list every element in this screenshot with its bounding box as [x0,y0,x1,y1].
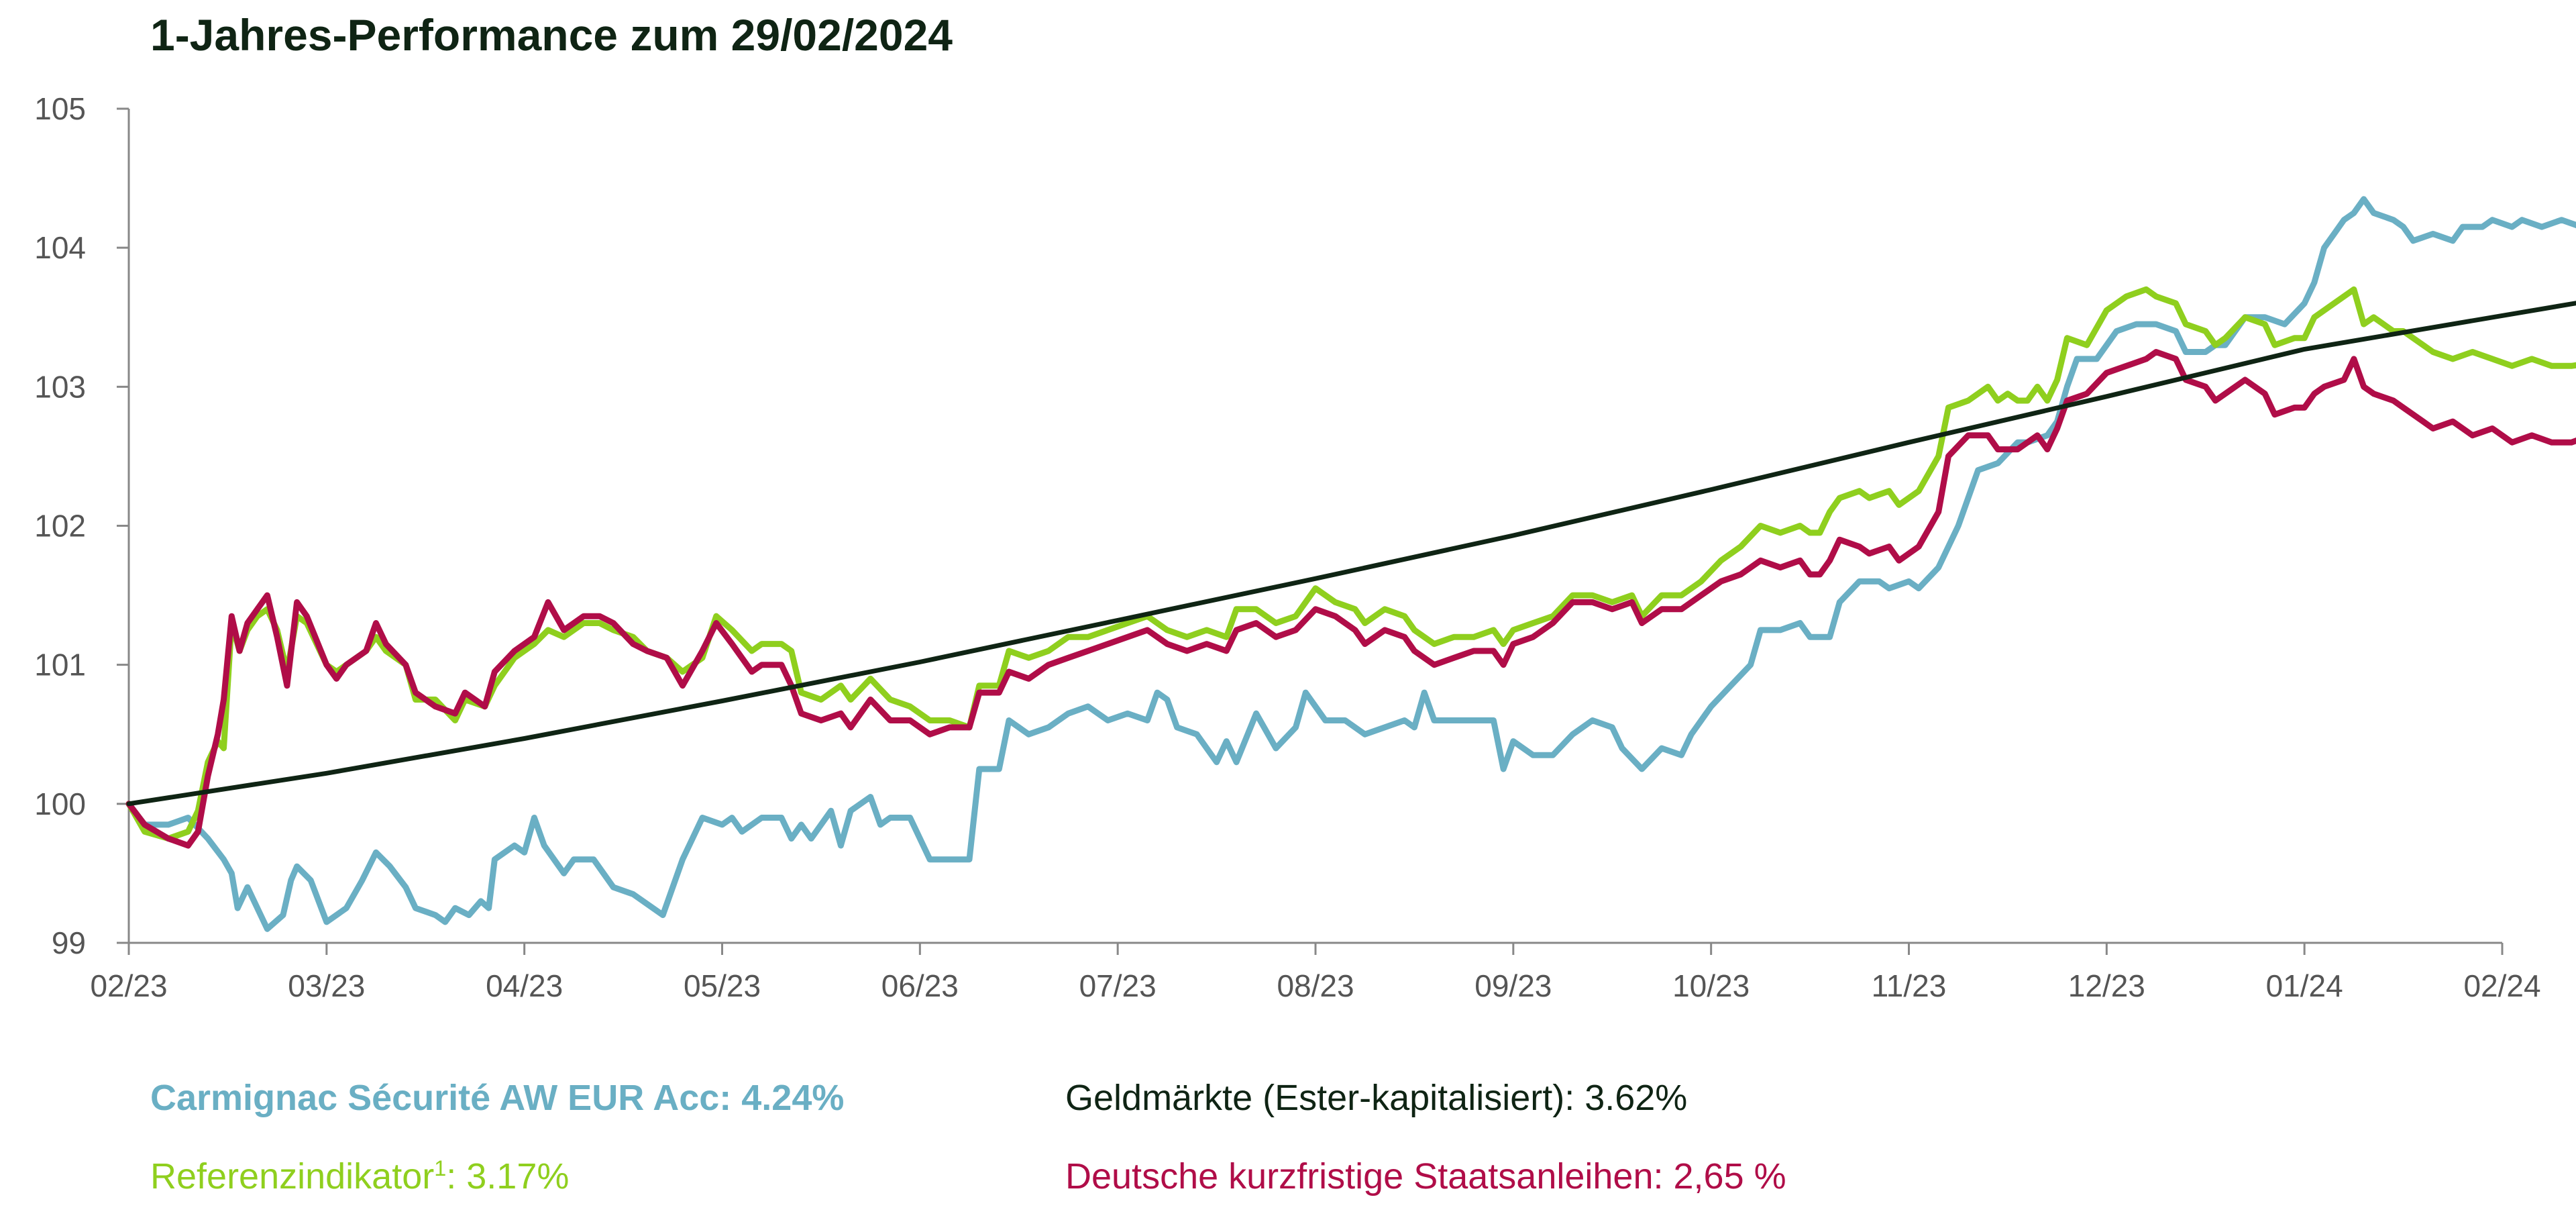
x-tick-label: 11/23 [1872,968,1947,1003]
legend-separator: : [1653,1156,1674,1196]
legend-separator: : [719,1078,742,1118]
legend-footnote-mark: 1 [434,1156,447,1180]
legend-item: Referenzindikator1: 3.17% [150,1156,569,1197]
legend-value: 3.62% [1585,1078,1688,1118]
legend-value: 4.24% [741,1078,845,1118]
x-tick-label: 09/23 [1474,968,1552,1003]
x-tick-label: 10/23 [1672,968,1750,1003]
legend-label: Carmignac Sécurité AW EUR Acc [150,1078,720,1118]
y-tick-label: 99 [52,925,86,960]
chart-axes: 99 100 101 102 103 104 105 02/23 03/23 04/23 05/23… [34,91,2540,1003]
series-line-deutsche-kurzfristige-staatsanleihen [125,349,2576,849]
legend-value: 3.17% [466,1156,570,1196]
x-tick-label: 08/23 [1277,968,1354,1003]
y-tick-label: 105 [34,91,86,126]
legend-label: Geldmärkte (Ester-kapitalisiert) [1065,1078,1565,1118]
y-tick-label: 101 [34,648,86,682]
series-line-carmignac-s-curit-aw-eur-acc [125,196,2576,932]
x-tick-label: 12/23 [2068,968,2145,1003]
legend-item: Deutsche kurzfristige Staatsanleihen: 2,… [1065,1156,1786,1197]
legend-label: Referenzindikator [150,1156,435,1196]
legend-item: Carmignac Sécurité AW EUR Acc: 4.24% [150,1077,844,1119]
x-tick-label: 05/23 [684,968,761,1003]
x-tick-label: 04/23 [486,968,563,1003]
legend-separator: : [1564,1078,1585,1118]
legend-label: Deutsche kurzfristige Staatsanleihen [1065,1156,1654,1196]
x-tick-label: 02/23 [90,968,167,1003]
x-tick-label: 06/23 [881,968,959,1003]
series-line-referenzindikator [125,286,2576,842]
series-layer [125,196,2576,932]
chart-title: 1-Jahres-Performance zum 29/02/2024 [150,10,953,60]
legend-separator: : [446,1156,467,1196]
y-tick-label: 103 [34,369,86,404]
series-line-geldm-rkte-ester-kapitalisiert [126,301,2576,807]
x-tick-label: 01/24 [2266,968,2343,1003]
x-tick-label: 07/23 [1079,968,1157,1003]
legend-item: Geldmärkte (Ester-kapitalisiert): 3.62% [1065,1077,1687,1119]
x-tick-label: 03/23 [288,968,365,1003]
x-tick-label: 02/24 [2463,968,2540,1003]
legend-value: 2,65 % [1673,1156,1786,1196]
y-tick-label: 102 [34,509,86,544]
y-tick-label: 104 [34,230,86,265]
y-tick-label: 100 [34,786,86,821]
